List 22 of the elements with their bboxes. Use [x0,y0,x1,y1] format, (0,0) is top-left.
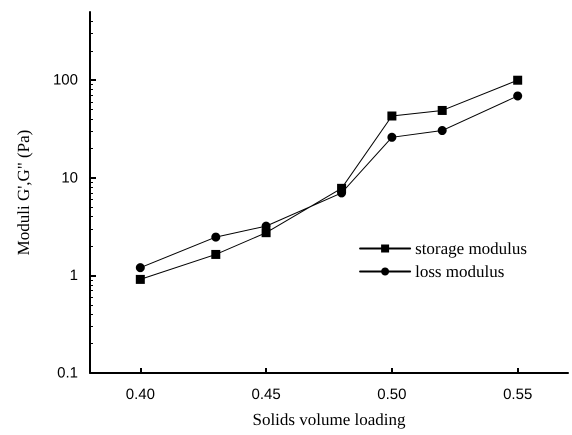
point [211,232,220,242]
x-tick-label: 0.45 [252,386,281,403]
y-axis-title: Moduli G',G" (Pa) [14,130,33,256]
y-tick-label: 1 [70,266,78,284]
x-axis-title: Solids volume loading [252,410,406,429]
point [136,263,145,272]
legend-label: storage modulus [415,239,528,258]
point [438,126,447,136]
x-tick-label: 0.50 [377,386,406,403]
point [387,111,396,120]
x-tick-label: 0.55 [503,386,532,403]
x-tick-label: 0.40 [126,386,155,403]
point [387,132,396,142]
point [513,76,522,85]
point [438,106,447,115]
legend-label: loss modulus [415,262,504,281]
y-tick-label: 0.1 [57,364,78,382]
y-tick-label: 10 [61,169,78,186]
point [211,250,220,259]
point [513,91,522,100]
point [136,274,145,284]
y-tick-label: 100 [52,72,78,89]
